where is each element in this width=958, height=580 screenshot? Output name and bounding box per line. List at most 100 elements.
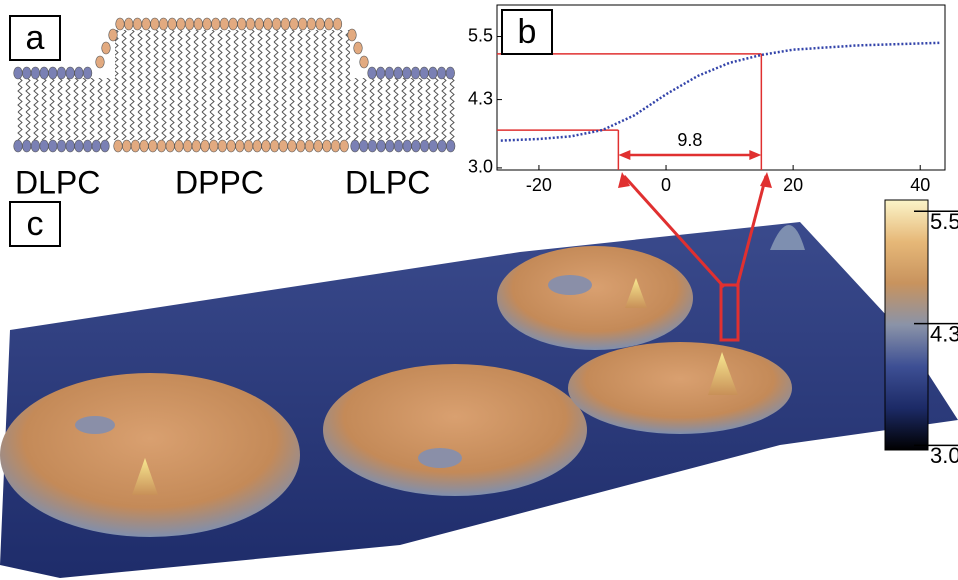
lipid-head xyxy=(100,139,110,153)
lipid-head xyxy=(289,17,299,31)
lipid-head xyxy=(410,66,421,80)
dppc-domain xyxy=(0,373,300,537)
lipid-head xyxy=(393,139,404,153)
panel-label-box xyxy=(9,15,61,61)
panel-label: b xyxy=(518,13,537,51)
lipid-head xyxy=(367,139,378,153)
surface-spike xyxy=(770,225,805,250)
arrow-head xyxy=(618,150,631,160)
y-tick-label: 4.3 xyxy=(468,88,493,108)
selection-box xyxy=(719,283,740,342)
lipid-head xyxy=(252,139,262,153)
dppc-domain xyxy=(323,364,587,496)
lipid-head xyxy=(65,139,75,153)
lipid-head xyxy=(95,55,105,69)
lipid-head xyxy=(428,66,438,80)
surface-peak xyxy=(708,352,738,395)
colorbar: 3.0 4.3 5.5 xyxy=(884,199,958,468)
lipid-head xyxy=(393,66,403,80)
lipid-head xyxy=(217,139,227,153)
lipid-head xyxy=(322,139,332,153)
lipid-head xyxy=(200,139,210,153)
lipid-head xyxy=(185,17,195,31)
lipid-head xyxy=(113,139,123,153)
lipid-head xyxy=(296,139,306,153)
lipid-head xyxy=(304,139,315,153)
lipid-head xyxy=(243,139,254,153)
lipid-head xyxy=(287,139,297,153)
lipid-head xyxy=(330,139,341,153)
lipid-head xyxy=(48,139,58,153)
lipid-head xyxy=(376,139,386,153)
colorbar-tick-label: 4.3 xyxy=(930,321,958,346)
lipid-head xyxy=(445,66,455,80)
lipid-head xyxy=(359,55,369,69)
lipid-head xyxy=(353,41,363,55)
lipid-head xyxy=(56,66,67,80)
lipid-head xyxy=(91,139,101,153)
lipid-head xyxy=(332,17,343,31)
lipid-head xyxy=(211,17,221,31)
lipid-head xyxy=(13,139,23,153)
lipid-head xyxy=(350,139,360,153)
lipid-head xyxy=(39,66,49,80)
lipid-head xyxy=(219,17,229,31)
lipid-head xyxy=(270,139,280,153)
lipid-head xyxy=(150,17,160,31)
lipid-head xyxy=(306,17,317,31)
lipid-head xyxy=(30,139,41,153)
y-tick-label: 5.5 xyxy=(468,25,493,45)
domain-hole xyxy=(75,416,115,434)
lipid-head xyxy=(101,41,111,55)
lipid-head xyxy=(13,66,23,80)
lipid-head xyxy=(158,17,169,31)
colorbar-tick-label: 5.5 xyxy=(930,209,958,234)
lipid-head xyxy=(324,17,334,31)
annotation: 9.8 xyxy=(677,130,702,150)
lipid-head xyxy=(384,66,395,80)
lipid-head xyxy=(298,17,308,31)
lipid-head xyxy=(428,139,438,153)
lipid-head xyxy=(65,66,75,80)
lipid-head xyxy=(376,66,386,80)
lipid-head xyxy=(132,17,142,31)
lipid-head xyxy=(56,139,67,153)
zoom-arrow xyxy=(735,175,768,288)
lipid-head xyxy=(272,17,282,31)
lipid-head xyxy=(183,139,193,153)
dppc-domain xyxy=(568,342,792,434)
lipid-head xyxy=(280,17,290,31)
arrow-head xyxy=(760,172,772,188)
x-tick-label: 20 xyxy=(783,175,803,195)
lipid-head xyxy=(235,139,245,153)
arrow-head xyxy=(749,150,762,160)
lipid-head xyxy=(74,139,84,153)
lipid-label: DPPC xyxy=(175,164,264,200)
surface-peak xyxy=(625,278,647,308)
lipid-label: DLPC xyxy=(15,164,100,200)
lipid-head xyxy=(315,17,325,31)
lipid-head xyxy=(402,66,412,80)
colorbar-tick-label: 3.0 xyxy=(930,443,958,468)
lipid-head xyxy=(254,17,264,31)
lipid-head xyxy=(130,139,140,153)
lipid-head xyxy=(419,66,429,80)
lipid-head xyxy=(209,139,219,153)
lipid-head xyxy=(39,139,49,153)
lipid-head xyxy=(347,28,357,42)
lipid-head xyxy=(202,17,212,31)
lipid-head xyxy=(48,66,58,80)
lipid-head xyxy=(124,17,134,31)
lipid-head xyxy=(174,139,184,153)
lipid-head xyxy=(263,17,273,31)
y-tick-label: 3.0 xyxy=(468,157,493,177)
lipid-label: DLPC xyxy=(345,164,430,200)
lipid-head xyxy=(420,139,430,153)
lipid-head xyxy=(359,139,369,153)
lipid-head xyxy=(367,66,377,80)
lipid-head xyxy=(115,17,125,31)
lipid-heads xyxy=(13,17,456,153)
lipid-head xyxy=(411,139,421,153)
lipid-head xyxy=(176,17,186,31)
